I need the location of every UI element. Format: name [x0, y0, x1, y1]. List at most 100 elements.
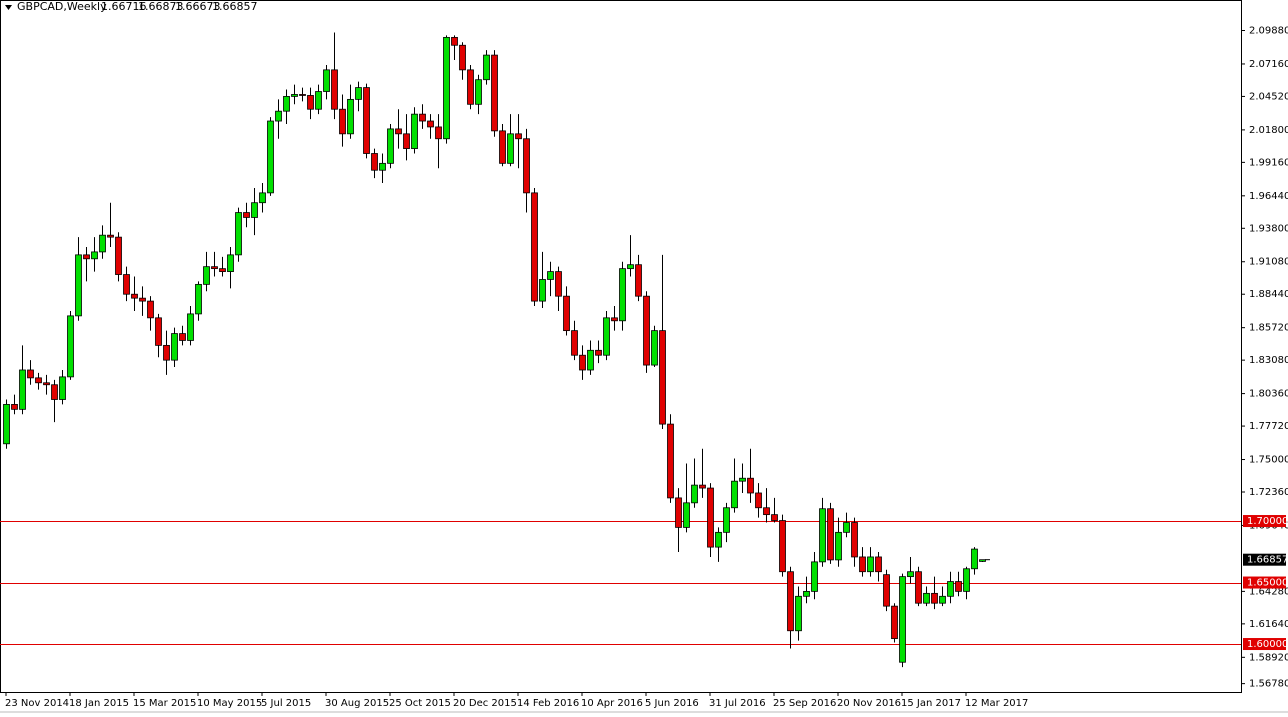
candle-body — [827, 508, 834, 561]
candle-body — [91, 251, 98, 260]
candle-body — [59, 376, 66, 400]
candle-body — [299, 94, 306, 96]
y-tick-label: 1.64280 — [1249, 586, 1288, 597]
candle-body — [131, 293, 138, 299]
candle-body — [843, 522, 850, 533]
candle-body — [915, 571, 922, 604]
candle-body — [699, 484, 706, 489]
candle-body — [907, 571, 914, 578]
candle-body — [171, 333, 178, 361]
candle-body — [259, 192, 266, 204]
candle-body — [195, 283, 202, 315]
candle-body — [395, 128, 402, 135]
candle-body — [331, 69, 338, 110]
candle-body — [763, 507, 770, 516]
candle-body — [571, 330, 578, 356]
candle-body — [107, 234, 114, 238]
menu-arrow[interactable] — [5, 5, 12, 10]
candle-body — [891, 605, 898, 640]
candle-body — [531, 192, 538, 302]
candle-body — [619, 268, 626, 322]
x-tick-label: 20 Nov 2016 — [837, 698, 901, 709]
candle-body — [875, 556, 882, 573]
candle-body — [691, 484, 698, 504]
y-tick-label: 1.85720 — [1249, 323, 1288, 334]
y-tick-label: 1.88440 — [1249, 289, 1288, 300]
candle-body — [267, 120, 274, 194]
candle-body — [675, 497, 682, 528]
candle-body — [451, 36, 458, 46]
candle-body — [867, 556, 874, 573]
candle-body — [595, 349, 602, 356]
candle-body — [371, 153, 378, 171]
level-price-box — [1243, 576, 1286, 589]
candle-body — [219, 268, 226, 272]
candle-body — [275, 110, 282, 122]
candle-body — [235, 212, 242, 256]
candle-body — [427, 120, 434, 128]
y-tick-label: 2.07160 — [1249, 59, 1288, 70]
candle-body — [715, 531, 722, 548]
y-tick-label: 1.93800 — [1249, 223, 1288, 234]
header-close: 1.66857 — [212, 0, 258, 13]
candle-body — [539, 279, 546, 302]
candle-body — [347, 98, 354, 135]
candle-body — [611, 317, 618, 322]
candle-body — [11, 404, 18, 410]
candle-body — [963, 568, 970, 592]
candle-body — [795, 595, 802, 632]
candle-body — [979, 559, 986, 562]
y-tick-label: 1.96440 — [1249, 191, 1288, 202]
y-tick-label: 1.77720 — [1249, 421, 1288, 432]
candle-body — [187, 313, 194, 341]
x-tick-label: 5 Jul 2015 — [261, 698, 311, 709]
candle-body — [83, 254, 90, 260]
candle-body — [651, 330, 658, 366]
candle-body — [139, 297, 146, 302]
x-tick-label: 10 May 2015 — [197, 698, 262, 709]
candle-body — [779, 520, 786, 573]
y-tick-label: 1.83080 — [1249, 355, 1288, 366]
candle-body — [851, 522, 858, 558]
x-tick-label: 20 Dec 2015 — [453, 698, 517, 709]
candle-body — [507, 133, 514, 164]
level-price-box — [1243, 515, 1286, 528]
y-tick-label: 2.01800 — [1249, 125, 1288, 136]
candle-body — [755, 492, 762, 509]
x-tick-label: 14 Feb 2016 — [517, 698, 579, 709]
candle-body — [467, 69, 474, 105]
candle-body — [563, 295, 570, 332]
candle-body — [603, 317, 610, 356]
candle-body — [947, 581, 954, 597]
candle-body — [555, 271, 562, 297]
candle-body — [51, 384, 58, 400]
candle-body — [723, 507, 730, 533]
candle-body — [659, 330, 666, 425]
candle-body — [307, 95, 314, 110]
x-tick-label: 25 Oct 2015 — [389, 698, 451, 709]
candle-body — [811, 561, 818, 592]
candle-body — [475, 79, 482, 105]
x-tick-label: 12 Mar 2017 — [965, 698, 1028, 709]
x-tick-label: 23 Nov 2014 — [5, 698, 69, 709]
candle-body — [35, 377, 42, 384]
candle-body — [819, 508, 826, 563]
plot-frame — [0, 0, 1242, 693]
candle-body — [955, 581, 962, 592]
candle-body — [43, 382, 50, 386]
x-tick-label: 18 Jan 2015 — [69, 698, 129, 709]
candle-body — [739, 477, 746, 482]
candle-body — [939, 595, 946, 604]
candle-body — [523, 138, 530, 194]
candle-body — [115, 236, 122, 275]
y-tick-label: 1.58920 — [1249, 652, 1288, 663]
candle-body — [211, 266, 218, 270]
y-tick-label: 2.04520 — [1249, 91, 1288, 102]
candle-body — [683, 502, 690, 528]
candle-body — [19, 369, 26, 410]
candle-body — [363, 87, 370, 154]
y-tick-label: 1.99160 — [1249, 157, 1288, 168]
x-tick-label: 10 Apr 2016 — [581, 698, 643, 709]
candle-body — [971, 548, 978, 570]
candle-body — [499, 130, 506, 164]
